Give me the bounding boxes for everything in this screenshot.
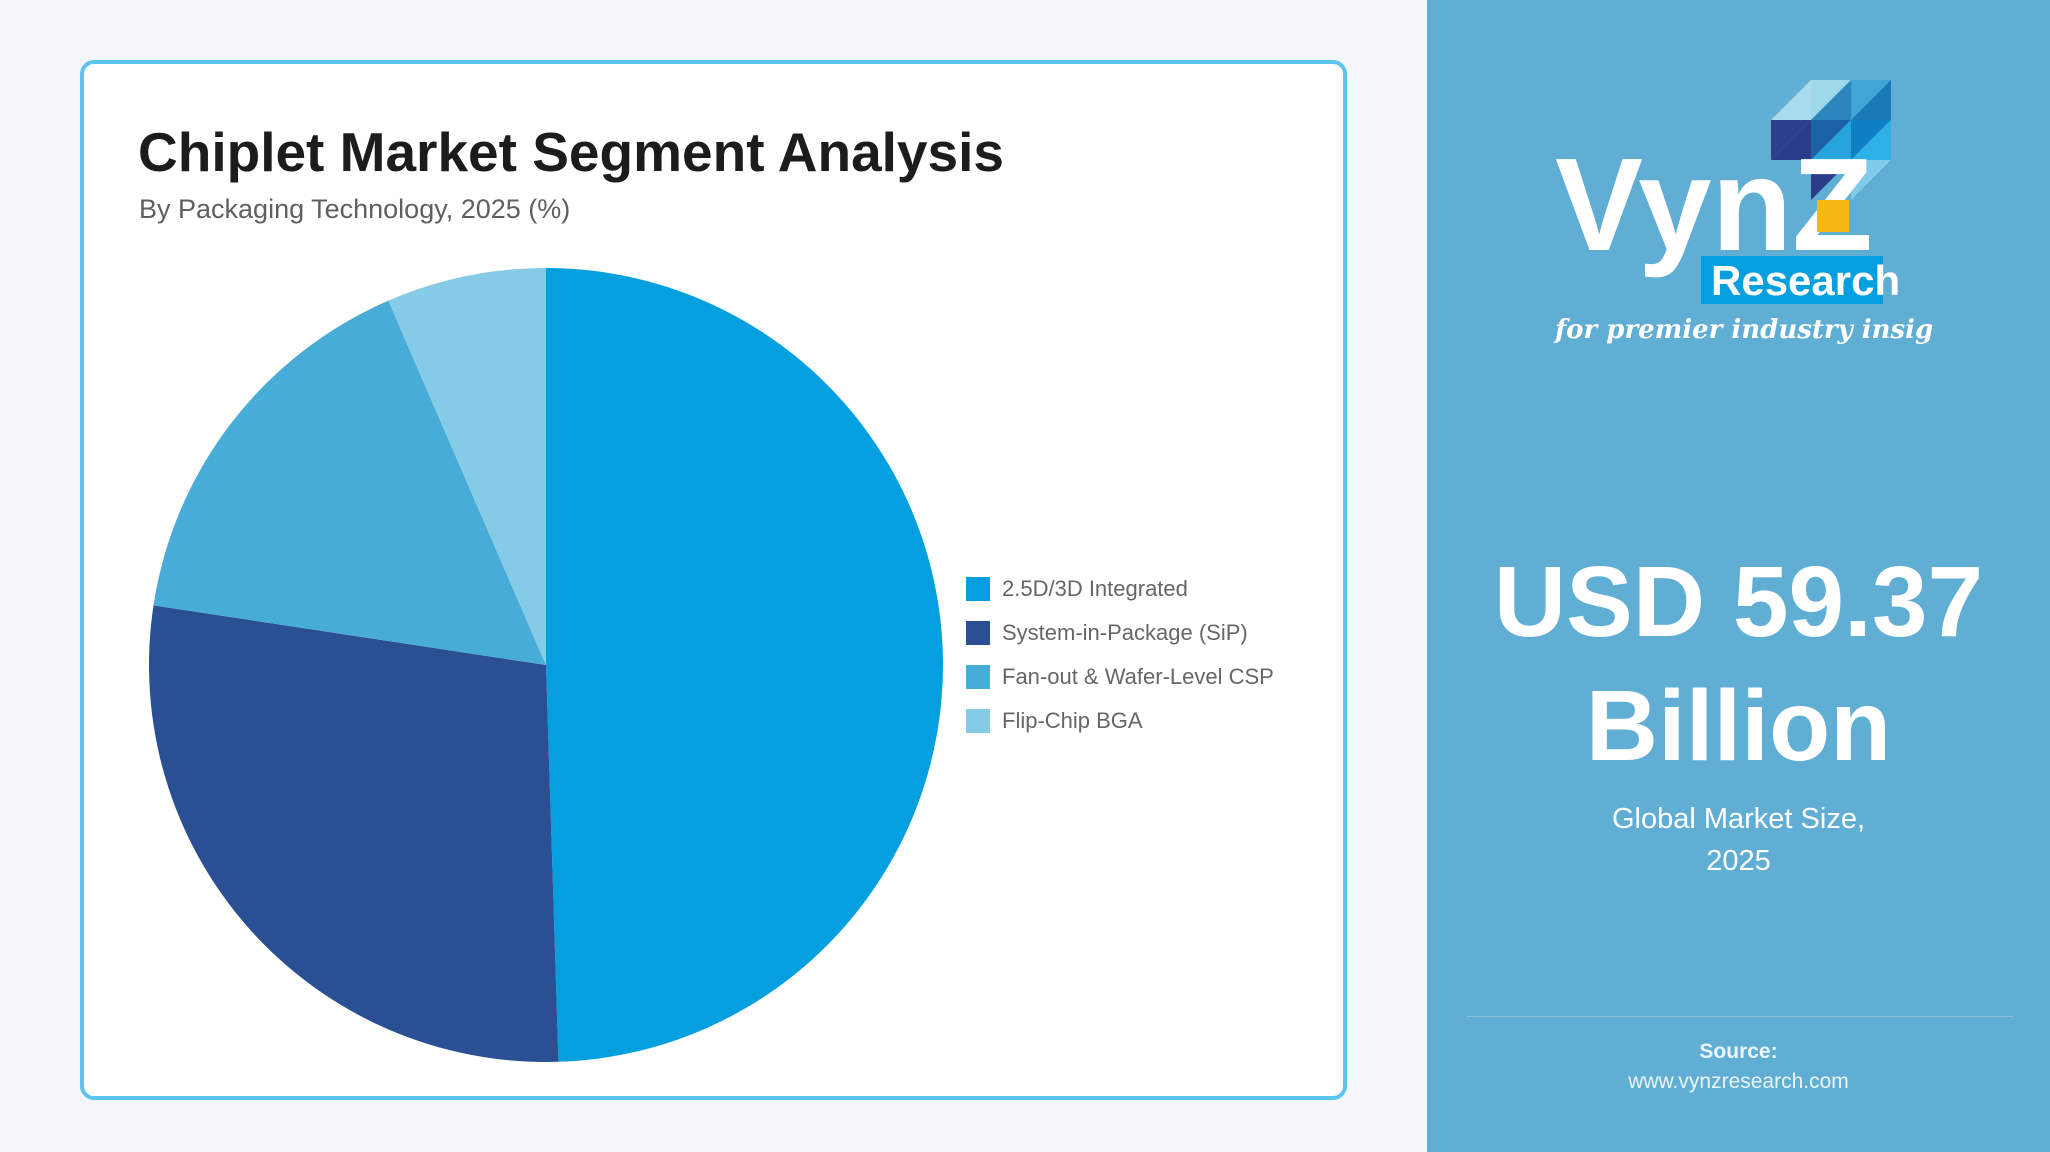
pie-slice[interactable]: [388, 268, 546, 665]
svg-text:for premier industry insights: for premier industry insights: [1553, 315, 1933, 345]
legend-swatch-icon: [966, 621, 990, 645]
legend-label: System-in-Package (SiP): [1002, 620, 1248, 645]
chart-card: Chiplet Market Segment Analysis By Packa…: [80, 60, 1347, 1100]
caption-line-1: Global Market Size,: [1611, 803, 1866, 835]
svg-text:Research: Research: [1711, 257, 1900, 304]
chart-subtitle: By Packaging Technology, 2025 (%): [139, 194, 571, 224]
market-size-value: USD 59.37 Billion: [1427, 540, 2050, 788]
legend-label: 2.5D/3D Integrated: [1002, 576, 1188, 601]
legend-swatch-icon: [966, 577, 990, 601]
summary-panel: VynZ Research for premier industry insig…: [1427, 0, 2050, 1152]
pie-chart: [149, 268, 943, 1062]
chart-title: Chiplet Market Segment Analysis: [138, 121, 1004, 183]
legend-label: Fan-out & Wafer-Level CSP: [1002, 664, 1274, 689]
chart-legend: 2.5D/3D Integrated System-in-Package (SiP…: [966, 567, 1274, 743]
pie-slice[interactable]: [546, 268, 943, 1062]
legend-item[interactable]: Fan-out & Wafer-Level CSP: [966, 655, 1274, 699]
legend-item[interactable]: System-in-Package (SiP): [966, 611, 1274, 655]
legend-label: Flip-Chip BGA: [1002, 708, 1143, 733]
legend-item[interactable]: Flip-Chip BGA: [966, 699, 1274, 743]
source-link[interactable]: www.vynzresearch.com: [1628, 1070, 1849, 1093]
legend-swatch-icon: [966, 709, 990, 733]
market-size-amount: USD 59.37: [1493, 546, 1984, 658]
vynz-research-logo: VynZ Research for premier industry insig…: [1553, 80, 1933, 345]
pie-slice[interactable]: [153, 300, 547, 665]
source-label: Source:: [1699, 1040, 1778, 1063]
legend-swatch-icon: [966, 665, 990, 689]
market-size-caption: Global Market Size, 2025: [1427, 798, 2050, 882]
caption-line-2: 2025: [1706, 845, 1771, 877]
legend-item[interactable]: 2.5D/3D Integrated: [966, 567, 1274, 611]
pie-slice[interactable]: [149, 605, 559, 1062]
divider: [1467, 1016, 2013, 1017]
triangle-mosaic-icon: [1771, 80, 1891, 200]
market-size-unit: Billion: [1585, 670, 1892, 782]
